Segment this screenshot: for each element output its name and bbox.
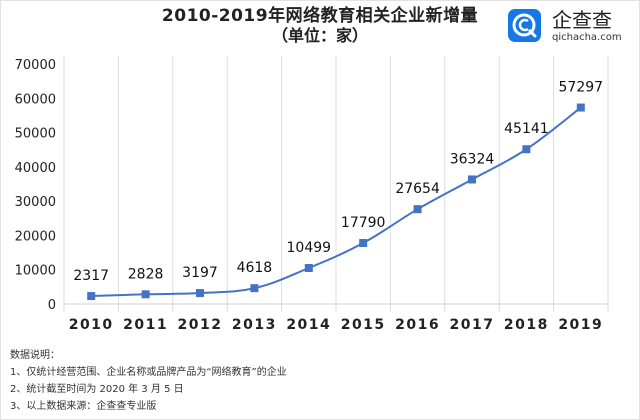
data-point-marker — [196, 289, 204, 298]
y-tick-label: 50000 — [15, 127, 56, 142]
x-tick-label: 2018 — [504, 317, 549, 333]
logo-brand-name: 企查查 — [552, 8, 612, 32]
note-item: 3、以上数据来源：企查查专业版 — [10, 401, 157, 412]
data-point-marker — [141, 290, 150, 299]
note-item: 2、统计截至时间为 2020 年 3 月 5 日 — [10, 384, 184, 395]
line-chart: 0 10000 20000 30000 40000 50000 60000 70000 2010… — [15, 56, 609, 333]
data-label: 27654 — [395, 181, 440, 197]
data-point-marker — [87, 292, 96, 301]
data-point-marker — [468, 175, 476, 184]
y-tick-label: 0 — [48, 298, 56, 313]
x-tick-label: 2019 — [558, 317, 603, 333]
data-label: 17790 — [341, 215, 386, 231]
qichacha-logo: 企查查 qichacha.com — [506, 6, 636, 46]
x-tick-label: 2014 — [286, 317, 331, 333]
data-point-marker — [576, 103, 585, 112]
data-label: 57297 — [559, 80, 604, 96]
y-tick-label: 30000 — [15, 195, 56, 210]
x-tick-label: 2017 — [450, 317, 495, 333]
qichacha-logo-icon — [508, 9, 541, 42]
x-tick-label: 2016 — [395, 317, 440, 333]
data-label: 36324 — [450, 151, 495, 167]
chart-title: 2010-2019年网络教育相关企业新增量 — [161, 6, 479, 26]
data-label: 2828 — [128, 266, 164, 282]
data-label: 3197 — [182, 265, 218, 281]
data-label: 10499 — [287, 240, 332, 256]
data-point-marker — [413, 205, 422, 214]
logo-url: qichacha.com — [552, 32, 622, 43]
data-point-marker — [250, 284, 259, 293]
data-label: 45141 — [504, 121, 549, 137]
y-tick-label: 70000 — [15, 58, 56, 73]
x-tick-label: 2011 — [123, 317, 168, 333]
x-tick-label: 2013 — [232, 317, 277, 333]
data-label: 4618 — [237, 260, 273, 276]
y-tick-label: 10000 — [15, 264, 56, 279]
data-point-marker — [359, 239, 368, 248]
data-point-marker — [522, 145, 531, 154]
data-label: 2317 — [73, 268, 109, 284]
data-notes: 数据说明： 1、仅统计经营范围、企业名称或品牌产品为“网络教育”的企业 2、统计… — [10, 347, 287, 415]
y-tick-label: 60000 — [15, 92, 56, 107]
y-tick-label: 40000 — [15, 161, 56, 176]
x-tick-label: 2010 — [69, 317, 114, 333]
x-tick-label: 2015 — [341, 317, 386, 333]
note-item: 1、仅统计经营范围、企业名称或品牌产品为“网络教育”的企业 — [10, 367, 287, 378]
x-tick-label: 2012 — [178, 317, 223, 333]
data-point-marker — [304, 264, 313, 273]
series-line — [91, 106, 582, 298]
chart-subtitle: （单位：家） — [271, 26, 368, 45]
y-tick-label: 20000 — [15, 229, 56, 244]
notes-heading: 数据说明： — [10, 350, 60, 361]
